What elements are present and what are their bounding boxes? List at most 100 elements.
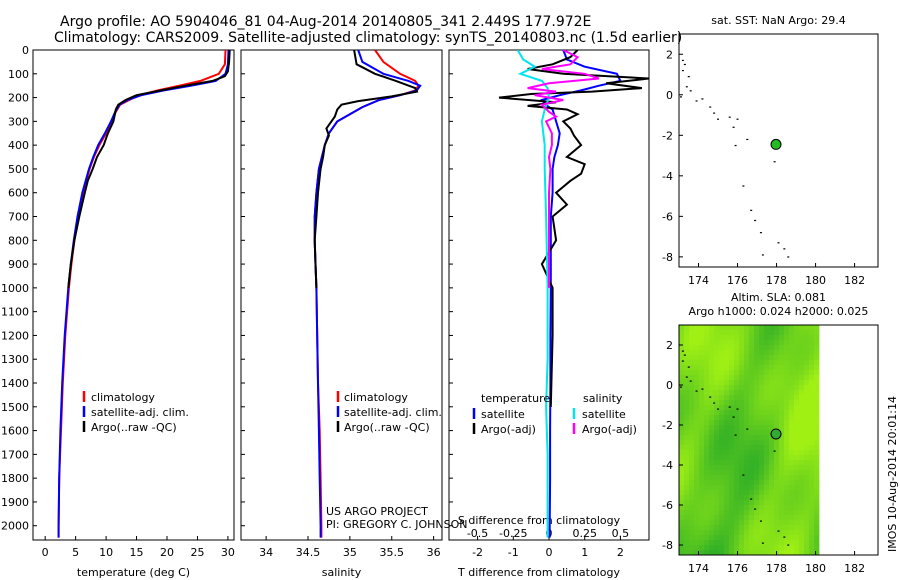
sla-cell	[714, 365, 720, 371]
sla-cell	[699, 505, 705, 511]
sla-cell	[804, 420, 810, 426]
sla-cell	[799, 340, 805, 346]
sla-cell	[779, 525, 785, 531]
sla-cell	[804, 430, 810, 436]
sla-cell	[809, 385, 815, 391]
sla-cell	[719, 400, 725, 406]
sla-cell	[739, 415, 745, 421]
sla-cell	[769, 480, 775, 486]
sla-cell	[714, 480, 720, 486]
sla-cell	[679, 545, 685, 551]
sla-cell	[719, 530, 725, 536]
sla-cell	[804, 350, 810, 356]
argo-position-marker	[770, 428, 782, 440]
sla-cell	[764, 420, 770, 426]
sla-cell	[729, 450, 735, 456]
sla-cell	[759, 415, 765, 421]
sla-cell	[794, 520, 800, 526]
sla-cell	[729, 490, 735, 496]
sla-cell	[774, 535, 780, 541]
sla-cell	[799, 395, 805, 401]
sla-cell	[714, 375, 720, 381]
sla-cell	[689, 380, 695, 386]
sla-cell	[804, 485, 810, 491]
sla-cell	[689, 455, 695, 461]
sla-cell	[804, 355, 810, 361]
sla-cell	[699, 525, 705, 531]
sla-cell	[739, 430, 745, 436]
sla-cell	[739, 340, 745, 346]
sla-cell	[699, 420, 705, 426]
sla-cell	[679, 520, 685, 526]
sla-cell	[794, 425, 800, 431]
sla-cell	[799, 530, 805, 536]
sla-cell	[749, 460, 755, 466]
sla-cell	[689, 445, 695, 451]
sla-cell	[764, 465, 770, 471]
sla-cell	[714, 385, 720, 391]
sla-cell	[699, 405, 705, 411]
sla-cell	[784, 430, 790, 436]
island-mark	[736, 408, 739, 410]
sla-cell	[799, 325, 805, 331]
sla-cell	[774, 390, 780, 396]
sla-cell	[754, 445, 760, 451]
island-mark	[687, 366, 690, 368]
sla-cell	[774, 405, 780, 411]
sla-cell	[679, 510, 685, 516]
sla-cell	[714, 325, 720, 331]
sla-cell	[759, 370, 765, 376]
sla-cell	[739, 350, 745, 356]
sla-cell	[804, 395, 810, 401]
sla-cell	[759, 325, 765, 331]
sla-cell	[759, 375, 765, 381]
sla-cell	[799, 400, 805, 406]
depth-tick-label: 1700	[1, 448, 29, 461]
depth-tick-label: 1400	[1, 377, 29, 390]
sla-cell	[679, 470, 685, 476]
sla-cell	[774, 420, 780, 426]
sla-cell	[709, 465, 715, 471]
sla-cell	[784, 530, 790, 536]
sla-cell	[749, 330, 755, 336]
sla-cell	[814, 500, 820, 506]
sla-cell	[789, 470, 795, 476]
difference-tick-label: -2	[472, 546, 483, 559]
sla-cell	[729, 335, 735, 341]
sla-cell	[809, 475, 815, 481]
sst-map-lon-tick-label: 176	[727, 274, 748, 287]
sla-cell	[749, 340, 755, 346]
sla-cell	[704, 495, 710, 501]
sla-cell	[759, 405, 765, 411]
sla-cell	[709, 545, 715, 551]
sla-cell	[764, 415, 770, 421]
sla-cell	[789, 365, 795, 371]
sla-cell	[799, 370, 805, 376]
island-mark	[681, 360, 684, 362]
sla-cell	[794, 340, 800, 346]
sla-cell	[814, 505, 820, 511]
salinity-tick-label: 34.5	[296, 546, 321, 559]
sla-cell	[794, 415, 800, 421]
sst-map-lat-tick-label: -2	[662, 129, 673, 142]
sla-cell	[729, 505, 735, 511]
temperature-tick-label: 5	[72, 546, 79, 559]
sla-cell	[724, 535, 730, 541]
sla-cell	[769, 455, 775, 461]
sla-cell	[799, 335, 805, 341]
sla-cell	[794, 450, 800, 456]
sla-cell	[744, 440, 750, 446]
sla-cell	[689, 480, 695, 486]
sla-cell	[739, 470, 745, 476]
sst-map-title: sat. SST: NaN Argo: 29.4	[711, 14, 845, 27]
temperature-axes-frame	[32, 49, 235, 541]
sla-cell	[714, 520, 720, 526]
sla-cell	[724, 450, 730, 456]
sla-cell	[694, 410, 700, 416]
sla-cell	[754, 455, 760, 461]
sla-cell	[814, 380, 820, 386]
sla-cell	[699, 480, 705, 486]
sla-cell	[794, 355, 800, 361]
sla-cell	[689, 415, 695, 421]
sla-cell	[684, 545, 690, 551]
